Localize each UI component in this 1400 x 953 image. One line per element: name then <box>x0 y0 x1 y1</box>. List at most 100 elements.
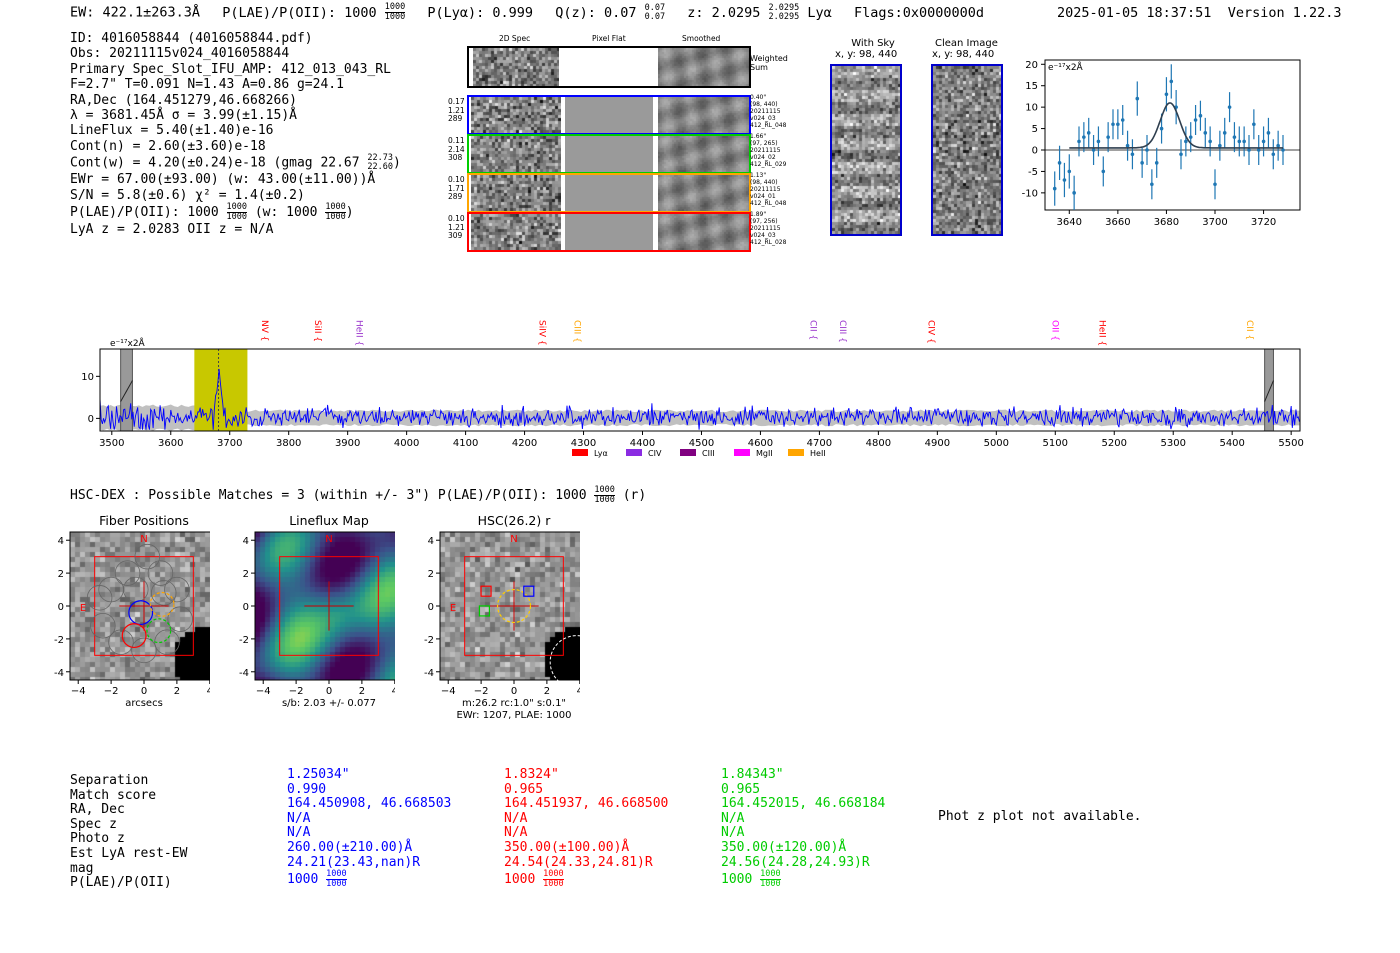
header-line: EW: 422.1±263.3Å P(LAE)/P(OII): 1000 100… <box>70 3 984 22</box>
fiber-circle <box>134 543 161 570</box>
cutout-flat <box>565 175 653 211</box>
cutout-right-label: 0.40" (98, 440) 20211115 v024_03 412_RL_048 <box>750 94 787 129</box>
fiber-circle <box>131 637 157 664</box>
fit-point <box>1203 131 1208 135</box>
spectrum-xtick-label: 4100 <box>453 438 478 449</box>
fit-point <box>1116 122 1120 127</box>
fit-ytick-label: 10 <box>1025 103 1038 114</box>
north-label: N <box>325 534 332 545</box>
fit-point <box>1242 139 1246 144</box>
fit-point <box>1222 131 1227 135</box>
fit-xtick-label: 3680 <box>1154 217 1179 228</box>
cutout-2d <box>471 214 561 250</box>
cutout-left-label: 0.10 1.71 289 <box>448 175 465 201</box>
catalog-match-box <box>478 605 491 617</box>
fit-point <box>1101 169 1106 174</box>
spectrum-xtick-label: 5300 <box>1160 438 1185 449</box>
info-fit: F=2.7" T=0.091 N=1.43 A=0.86 g=24.1 <box>70 77 344 93</box>
label-separation: Separation <box>70 773 149 788</box>
spectrum-xtick-label: 3900 <box>335 438 360 449</box>
panel-ytick-label: -4 <box>424 668 434 679</box>
fit-point <box>1067 169 1072 174</box>
panel-xlabel: m:26.2 rc:1.0" s:0.1" <box>462 698 566 709</box>
aperture-circle <box>496 588 532 624</box>
header-version: Version 1.22.3 <box>1227 5 1342 21</box>
panel-xtick-label: 0 <box>511 686 517 697</box>
header-qz: Q(z): 0.07 0.07 0.07 <box>555 2 666 22</box>
cutout-right-label: 1.66" (97, 265) 20211115 v024_02 412_RL_029 <box>750 133 787 168</box>
col-smoothed: Smoothed <box>682 34 721 43</box>
cutout-2d <box>471 136 561 172</box>
spectrum-mask-hatch <box>1264 380 1274 402</box>
weighted-2d <box>473 48 559 86</box>
with-sky-title: With Sky <box>851 38 895 49</box>
panel-ytick-label: -2 <box>54 635 64 646</box>
search-box <box>94 556 194 656</box>
north-label: N <box>510 534 517 545</box>
spectrum-xtick-label: 5100 <box>1043 438 1068 449</box>
spectrum-ytick-label: 0 <box>88 414 94 425</box>
spectrum-xtick-label: 4200 <box>512 438 537 449</box>
catalog-match-box <box>523 585 535 597</box>
fit-point <box>1130 152 1135 157</box>
spectrum-ylabel: e⁻¹⁷x2Å <box>110 337 146 349</box>
panel-hsc-r: HSC(26.2) r N E 4 −4 2 −2 0 0 -2 2 -4 4 m:26.2 rc:1.0… <box>424 513 580 721</box>
search-box <box>464 556 564 656</box>
fit-ylabel: e⁻¹⁷x2Å <box>1048 61 1084 73</box>
panel-ytick-label: 0 <box>243 602 249 613</box>
fiber-circle <box>147 560 174 586</box>
panel-ytick-label: 0 <box>58 602 64 613</box>
fit-point <box>1261 139 1266 144</box>
fit-point <box>1091 148 1096 152</box>
fiber-circle <box>164 576 190 603</box>
fit-point <box>1208 139 1212 144</box>
info-contn: Cont(n) = 2.60(±3.60)e-18 <box>70 138 266 154</box>
cutout-right-label: 1.89" (97, 256) 20211115 v024_03 412_RL_028 <box>750 211 787 246</box>
search-box <box>279 556 379 656</box>
spectrum-xtick-label: 3500 <box>99 438 124 449</box>
emission-line-label: CIII { <box>837 320 847 343</box>
cutout-2d <box>471 97 561 133</box>
panel-lineflux-map: Lineflux Map N 4 −4 2 −2 0 0 -2 2 -4 4 s/b: 2.03 +/-… <box>239 513 395 709</box>
spectrum-xtick-label: 4500 <box>689 438 714 449</box>
info-contw: Cont(w) = 4.20(±0.24)e-18 (gmag 22.67 22… <box>70 153 401 173</box>
fit-point <box>1086 131 1091 135</box>
spectrum-frame <box>99 348 1301 432</box>
with-sky-image <box>830 64 902 236</box>
spectrum-xtick-label: 4300 <box>571 438 596 449</box>
spectrum-xtick-label: 4700 <box>807 438 832 449</box>
header-plya: P(Lyα): 0.999 <box>427 4 534 21</box>
emission-line-label: CIV { <box>926 320 936 344</box>
label-match-score: Match score <box>70 787 157 803</box>
spectrum-xtick-label: 3600 <box>158 438 183 449</box>
fit-point <box>1106 135 1110 139</box>
fit-point <box>1184 139 1188 144</box>
panel-ytick-label: -2 <box>239 635 249 646</box>
spectrum-xtick-label: 5500 <box>1278 438 1303 449</box>
cutout-left-label: 0.11 2.14 308 <box>448 136 465 162</box>
clean-canvas <box>933 66 1001 234</box>
fit-ytick-label: -5 <box>1028 167 1038 178</box>
cutout-flat <box>565 214 653 250</box>
label-photo-z: Photo z <box>70 831 125 847</box>
info-sn: S/N = 5.8(±0.6) χ² = 1.4(±0.2) <box>70 187 305 203</box>
label-spec-z: Spec z <box>70 816 117 832</box>
info-radec: RA,Dec (164.451279,46.668266) <box>70 92 297 108</box>
panel-xtick-label: −2 <box>289 686 304 697</box>
spectrum-xtick-label: 4900 <box>925 438 950 449</box>
col-pixel-flat: Pixel Flat <box>592 34 626 43</box>
spectrum-xtick-label: 4600 <box>748 438 773 449</box>
weighted-sum-cutout <box>467 46 751 88</box>
label-ew: Est LyA rest-EW <box>70 845 188 861</box>
legend-label: CIII <box>702 449 715 458</box>
weighted-smooth-canvas <box>658 48 749 86</box>
fit-point <box>1227 105 1232 109</box>
cutout-smooth <box>658 97 749 133</box>
panel-ytick-label: 2 <box>428 569 434 580</box>
legend-label: Lyα <box>594 449 608 458</box>
weighted-label: Weighted Sum <box>750 54 788 72</box>
panel-ytick-label: 2 <box>243 569 249 580</box>
cutout-smooth <box>658 136 749 172</box>
spectrum-mask-hatch <box>120 380 133 402</box>
info-lambda: λ = 3681.45Å σ = 3.99(±1.15)Å <box>70 108 297 124</box>
